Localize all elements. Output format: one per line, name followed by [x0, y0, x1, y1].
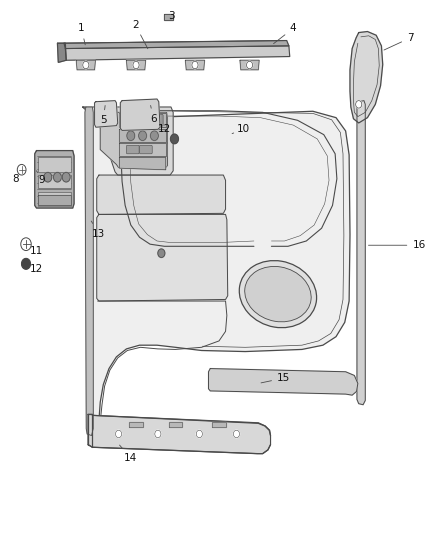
FancyBboxPatch shape: [124, 115, 134, 126]
Circle shape: [356, 101, 362, 108]
Polygon shape: [57, 43, 66, 62]
Text: 9: 9: [36, 171, 46, 185]
Text: 10: 10: [232, 124, 250, 134]
Polygon shape: [120, 114, 166, 127]
Text: 7: 7: [384, 33, 413, 50]
Polygon shape: [83, 107, 350, 439]
Polygon shape: [38, 195, 71, 205]
Text: 11: 11: [30, 246, 43, 255]
Text: 12: 12: [30, 264, 43, 274]
Polygon shape: [97, 214, 228, 301]
Polygon shape: [127, 60, 146, 70]
Polygon shape: [240, 60, 259, 70]
Polygon shape: [97, 107, 173, 175]
Circle shape: [83, 61, 89, 69]
Polygon shape: [208, 368, 358, 395]
FancyBboxPatch shape: [153, 115, 163, 126]
Text: 6: 6: [150, 106, 157, 124]
Polygon shape: [64, 41, 289, 49]
Polygon shape: [185, 60, 205, 70]
Text: 15: 15: [261, 373, 290, 383]
Polygon shape: [100, 112, 167, 167]
Polygon shape: [164, 14, 173, 20]
Circle shape: [62, 172, 70, 182]
Polygon shape: [85, 107, 93, 435]
Ellipse shape: [239, 261, 317, 328]
Circle shape: [116, 430, 122, 438]
Text: 14: 14: [120, 445, 138, 463]
Circle shape: [21, 259, 30, 269]
Text: 3: 3: [168, 11, 174, 21]
Text: 1: 1: [78, 23, 85, 45]
Circle shape: [127, 131, 135, 141]
Polygon shape: [97, 175, 226, 214]
Circle shape: [150, 131, 158, 141]
Circle shape: [17, 165, 26, 175]
Polygon shape: [65, 46, 290, 60]
Circle shape: [21, 238, 31, 251]
Text: 2: 2: [132, 20, 148, 49]
Text: 5: 5: [100, 106, 106, 125]
Polygon shape: [350, 31, 383, 123]
Polygon shape: [95, 101, 118, 127]
Polygon shape: [130, 422, 143, 427]
Polygon shape: [76, 60, 95, 70]
Text: 12: 12: [158, 124, 171, 134]
Circle shape: [44, 172, 52, 182]
Circle shape: [192, 61, 198, 69]
Bar: [38, 192, 71, 206]
Ellipse shape: [245, 266, 311, 322]
Polygon shape: [120, 99, 160, 131]
Polygon shape: [212, 422, 226, 427]
FancyBboxPatch shape: [144, 115, 153, 126]
Polygon shape: [357, 101, 365, 405]
Circle shape: [133, 61, 139, 69]
Bar: [38, 174, 71, 188]
Polygon shape: [88, 414, 271, 454]
Polygon shape: [120, 143, 166, 156]
Text: 4: 4: [274, 23, 297, 44]
Circle shape: [139, 131, 147, 141]
Circle shape: [53, 172, 61, 182]
Polygon shape: [120, 130, 166, 142]
Circle shape: [247, 61, 253, 69]
Circle shape: [233, 430, 240, 438]
Text: 16: 16: [368, 240, 426, 250]
Circle shape: [155, 430, 161, 438]
FancyBboxPatch shape: [134, 115, 144, 126]
Circle shape: [196, 430, 202, 438]
Polygon shape: [120, 158, 166, 169]
Text: 13: 13: [91, 221, 106, 239]
Polygon shape: [35, 151, 74, 208]
Circle shape: [158, 249, 165, 257]
Text: 8: 8: [13, 174, 19, 184]
Circle shape: [170, 134, 178, 144]
Bar: [38, 157, 71, 172]
FancyBboxPatch shape: [127, 146, 139, 154]
FancyBboxPatch shape: [140, 146, 152, 154]
Polygon shape: [169, 422, 182, 427]
